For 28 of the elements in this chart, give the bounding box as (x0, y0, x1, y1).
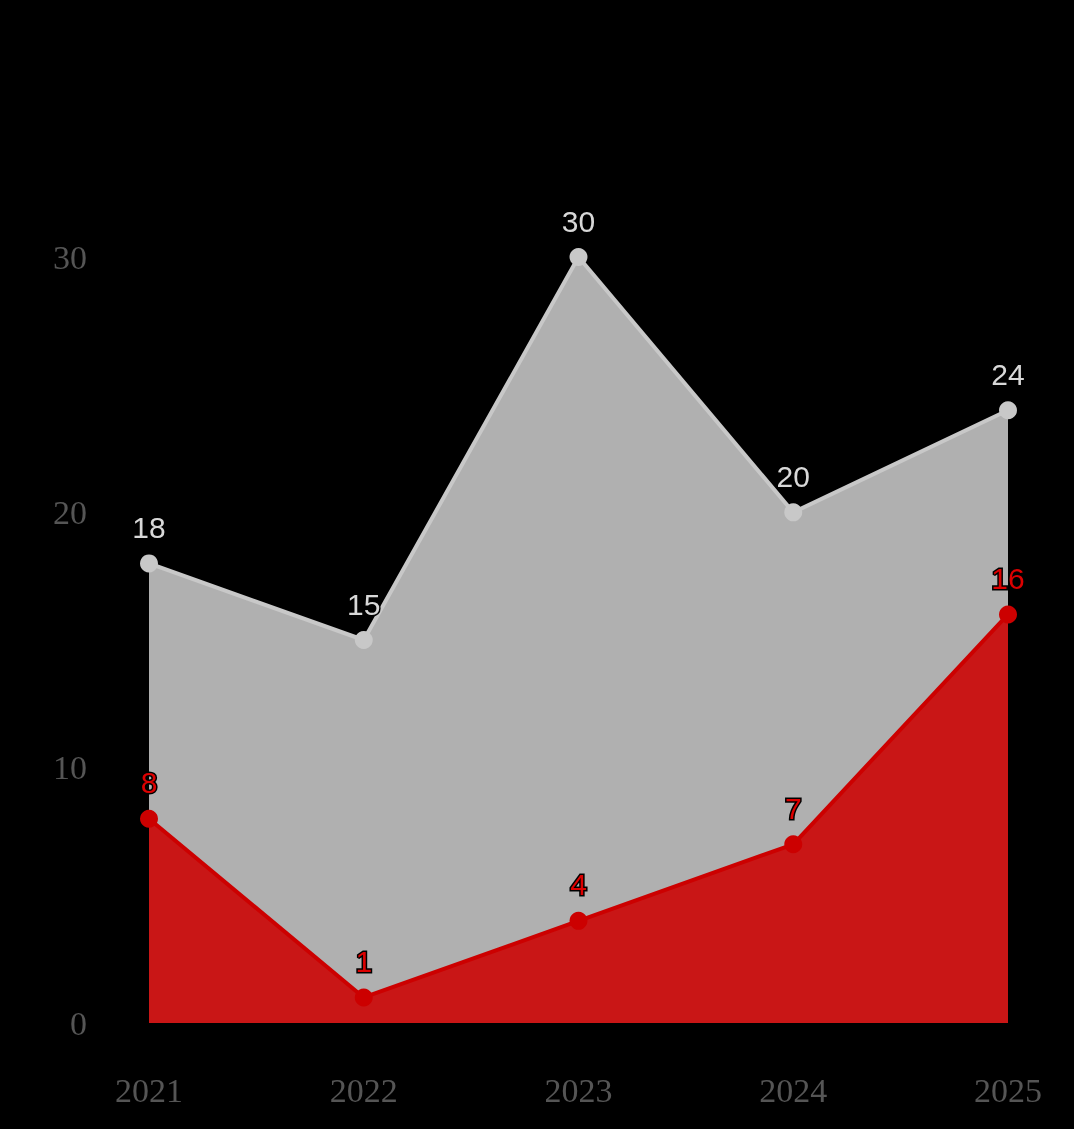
data-label: 7 (784, 791, 802, 825)
point (569, 248, 588, 266)
y-tick-label: 30 (53, 238, 87, 276)
y-tick-label: 0 (70, 1004, 87, 1042)
data-label: 4 (570, 868, 587, 902)
data-label: 1 (355, 944, 373, 978)
point (354, 988, 373, 1007)
data-label: 15 (347, 587, 381, 621)
point (784, 835, 803, 854)
x-tick-label: 2025 (974, 1071, 1042, 1109)
point (140, 554, 158, 573)
point (784, 503, 803, 522)
x-tick-label: 2021 (115, 1071, 183, 1109)
point (354, 631, 373, 649)
data-label: 20 (776, 459, 810, 493)
y-tick-label: 20 (53, 493, 87, 531)
point (999, 401, 1017, 420)
data-label: 18 (132, 510, 166, 544)
x-tick-label: 2023 (544, 1071, 613, 1109)
y-tick-label: 10 (53, 749, 87, 787)
x-tick-label: 2022 (329, 1071, 398, 1109)
point (999, 605, 1017, 624)
x-tick-label: 2024 (759, 1071, 828, 1109)
data-label: 24 (991, 357, 1025, 391)
point (140, 809, 158, 828)
data-label: 8 (140, 766, 158, 800)
data-label: 30 (561, 204, 596, 238)
point (569, 911, 588, 930)
